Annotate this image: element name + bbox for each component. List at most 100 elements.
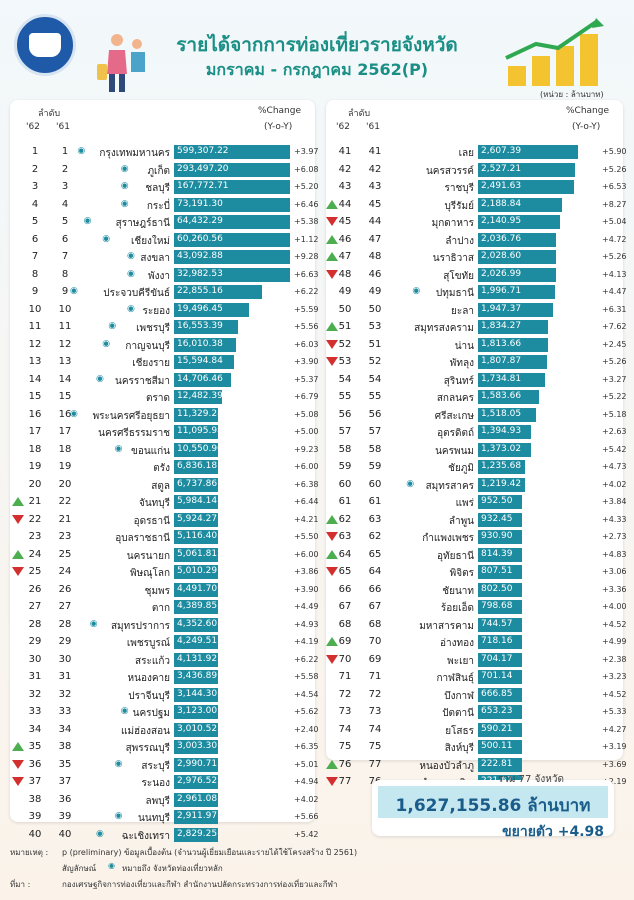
province-name: ยะลา	[451, 305, 474, 317]
revenue-bar	[174, 705, 218, 719]
revenue-bar	[478, 530, 522, 544]
revenue-bar	[174, 512, 218, 527]
province-name: นครราชสีมา	[115, 375, 170, 387]
rank-2562: 22	[28, 513, 42, 525]
rank-2562: 75	[338, 741, 352, 752]
province-name: จันทบุรี	[138, 498, 170, 509]
rank-2562: 56	[338, 408, 352, 420]
province-name: แพร่	[455, 498, 474, 509]
rank-2562: 65	[338, 566, 352, 577]
table-row: 54 54 สุรินทร์ 1,734.81 +3.27	[326, 371, 627, 389]
rank-up-icon	[12, 497, 24, 506]
rank-2561: 22	[58, 496, 72, 507]
rank-up-icon	[326, 514, 338, 524]
table-row: 72 72 บึงกาฬ 666.85 +4.52	[326, 686, 627, 704]
revenue-bar	[478, 285, 555, 299]
location-pin-icon: ◉	[406, 478, 415, 489]
rank-2561: 35	[58, 758, 72, 770]
province-name: เชียงใหม่	[130, 235, 170, 247]
change-value: +3.86	[294, 567, 319, 576]
table-row: 55 55 สกลนคร 1,583.66 +5.22	[326, 388, 627, 406]
revenue-value: 807.51	[481, 566, 513, 576]
revenue-value: 16,553.39	[177, 321, 223, 331]
location-pin-icon: ◉	[83, 216, 92, 226]
change-value: +3.90	[294, 357, 319, 366]
rank-2562: 55	[338, 391, 352, 402]
revenue-value: 3,003.30	[177, 741, 218, 751]
revenue-bar	[174, 425, 218, 439]
revenue-value: 1,235.68	[481, 461, 522, 471]
table-row: 1 1 กรุงเทพมหานคร ◉ 599,307.22 +3.97	[10, 143, 319, 161]
province-name: กาญจนบุรี	[125, 340, 170, 352]
revenue-value: 4,131.92	[177, 653, 218, 664]
table-row: 56 56 ศรีสะเกษ 1,518.05 +5.18	[326, 406, 627, 424]
rank-2561: 38	[58, 741, 72, 752]
revenue-value: 1,947.37	[481, 303, 522, 314]
change-subheader-right: (Y-o-Y)	[572, 122, 601, 132]
rank-header-right: ลำดับ	[348, 109, 371, 119]
table-row: 73 73 ปัตตานี 653.23 +5.33	[326, 703, 627, 721]
table-row: 29 29 เพชรบูรณ์ 4,249.51 +4.19	[10, 633, 319, 651]
table-row: 53 52 พัทลุง 1,807.87 +5.26	[326, 353, 627, 371]
table-row: 11 11 เพชรบุรี ◉ 16,553.39 +5.56	[10, 318, 319, 336]
rank-2562: 12	[28, 338, 42, 350]
province-name: พะเยา	[447, 655, 474, 667]
change-value: +6.08	[294, 164, 319, 174]
rank-2561: 55	[368, 391, 382, 402]
table-row: 2 2 ภูเก็ต ◉ 293,497.20 +6.08	[10, 161, 319, 179]
rank-2561: 23	[58, 531, 72, 542]
source-text: กองเศรษฐกิจการท่องเที่ยวและกีฬา สำนักงาน…	[62, 880, 338, 889]
province-name: ปัตตานี	[442, 708, 474, 719]
location-pin-icon: ◉	[114, 443, 123, 454]
revenue-value: 293,497.20	[177, 163, 229, 174]
change-value: +5.38	[294, 217, 319, 226]
rank-2562: 11	[28, 321, 42, 332]
change-value: +3.23	[602, 672, 627, 681]
change-value: +5.90	[602, 147, 627, 156]
year-61-header: '61	[56, 122, 70, 132]
revenue-bar	[478, 495, 522, 509]
revenue-value: 3,144.30	[177, 688, 218, 699]
location-pin-icon: ◉	[120, 706, 129, 716]
revenue-value: 932.45	[481, 513, 513, 524]
rank-2561: 77	[368, 758, 382, 770]
change-value: +5.22	[602, 392, 627, 401]
change-value: +3.97	[294, 147, 319, 156]
table-row: 26 26 ชุมพร 4,491.70 +3.90	[10, 581, 319, 599]
revenue-bar	[174, 635, 218, 649]
rank-down-icon	[12, 567, 24, 576]
province-name: หนองคาย	[127, 673, 170, 684]
revenue-bar	[478, 582, 522, 597]
rank-2561: 75	[368, 741, 382, 752]
province-name: ปทุมธานี	[435, 288, 474, 299]
table-row: 28 28 สมุทรปราการ ◉ 4,352.60 +4.93	[10, 616, 319, 634]
table-row: 33 33 นครปฐม ◉ 3,123.00 +5.62	[10, 703, 319, 721]
table-row: 14 14 นครราชสีมา ◉ 14,706.46 +5.37	[10, 371, 319, 389]
rank-2562: 27	[28, 601, 42, 612]
rank-2562: 53	[338, 356, 352, 367]
province-name: ปราจีนบุรี	[128, 690, 170, 702]
change-value: +6.22	[294, 654, 319, 664]
rank-2562: 26	[28, 583, 42, 595]
table-row: 42 42 นครสวรรค์ 2,527.21 +5.26	[326, 161, 627, 179]
revenue-bar	[174, 232, 290, 247]
revenue-value: 590.21	[481, 723, 513, 734]
change-header: %Change	[258, 106, 302, 116]
revenue-bar	[174, 267, 290, 282]
table-row: 46 47 ลำปาง 2,036.76 +4.72	[326, 231, 627, 249]
table-row: 70 69 พะเยา 704.17 +2.38	[326, 651, 627, 669]
change-value: +5.26	[602, 164, 627, 174]
travelers-icon	[97, 34, 145, 92]
change-subheader: (Y-o-Y)	[264, 122, 293, 132]
table-row: 66 66 ชัยนาท 802.50 +3.36	[326, 581, 627, 599]
rank-2562: 60	[338, 478, 352, 490]
rank-2562: 23	[28, 531, 42, 542]
province-name: ราชบุรี	[444, 183, 475, 194]
change-value: +5.56	[294, 322, 319, 331]
revenue-value: 16,010.38	[177, 338, 223, 349]
rank-2562: 73	[338, 706, 352, 717]
revenue-bar	[174, 495, 218, 509]
change-value: +4.21	[294, 514, 319, 524]
rank-2562: 13	[28, 356, 42, 367]
rank-2562: 30	[28, 653, 42, 665]
